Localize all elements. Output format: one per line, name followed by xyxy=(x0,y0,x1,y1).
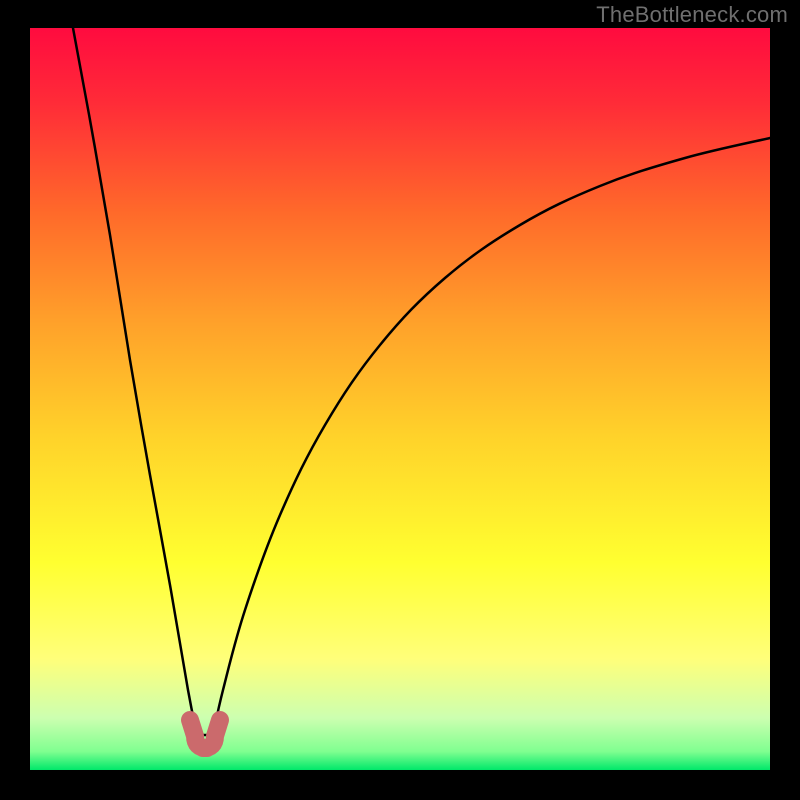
bottleneck-chart xyxy=(0,0,800,800)
watermark-text: TheBottleneck.com xyxy=(596,2,788,28)
gradient-plot-area xyxy=(30,28,770,770)
chart-stage: TheBottleneck.com xyxy=(0,0,800,800)
